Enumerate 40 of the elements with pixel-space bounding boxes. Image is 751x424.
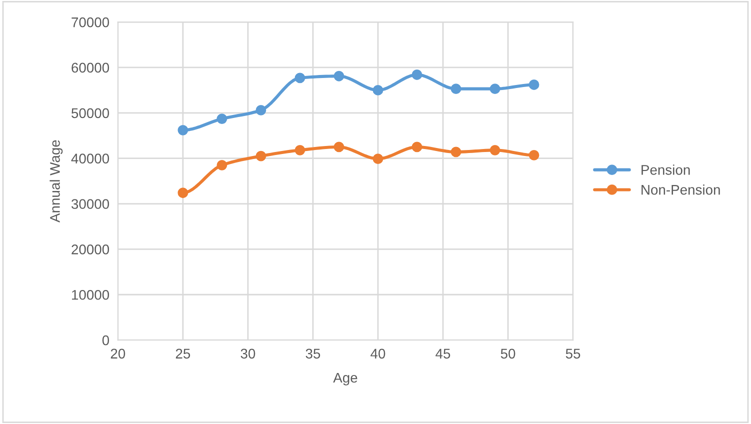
point (528, 150, 540, 160)
point (334, 70, 344, 82)
x-tick-label: 35 (306, 348, 320, 359)
point (372, 154, 384, 164)
point (450, 84, 462, 94)
point (450, 146, 462, 158)
x-tick-label: 20 (110, 348, 126, 359)
x-tick-label: 25 (176, 348, 190, 359)
x-tick-label: 50 (500, 348, 516, 359)
y-tick-label: 0 (102, 335, 110, 346)
x-tick-label: 40 (370, 348, 386, 359)
point (178, 188, 188, 198)
point (256, 150, 266, 162)
point (256, 104, 266, 116)
y-tick-label: 10000 (72, 290, 110, 300)
point (334, 142, 344, 152)
y-tick-label: 40000 (71, 154, 110, 164)
legend-label: Pension (642, 164, 690, 175)
point (178, 124, 188, 136)
legend-label: Non-Pension (642, 184, 720, 195)
point (490, 144, 500, 156)
point (294, 144, 306, 156)
y-axis-title: Annual Wage (50, 140, 63, 222)
point (412, 70, 422, 80)
point (412, 142, 422, 152)
y-tick-label: 70000 (72, 17, 110, 28)
y-tick-label: 30000 (71, 199, 110, 209)
y-tick-label: 20000 (72, 244, 110, 254)
point (216, 160, 228, 170)
point (216, 114, 228, 124)
point (294, 72, 306, 84)
x-axis-title: Age (333, 372, 358, 386)
point (372, 84, 384, 96)
y-tick-label: 50000 (72, 108, 110, 118)
point (528, 80, 540, 90)
point (490, 84, 500, 94)
x-tick-label: 30 (240, 348, 256, 359)
x-tick-label: 45 (436, 348, 450, 359)
x-tick-label: 55 (566, 348, 580, 359)
y-tick-label: 60000 (72, 62, 110, 73)
